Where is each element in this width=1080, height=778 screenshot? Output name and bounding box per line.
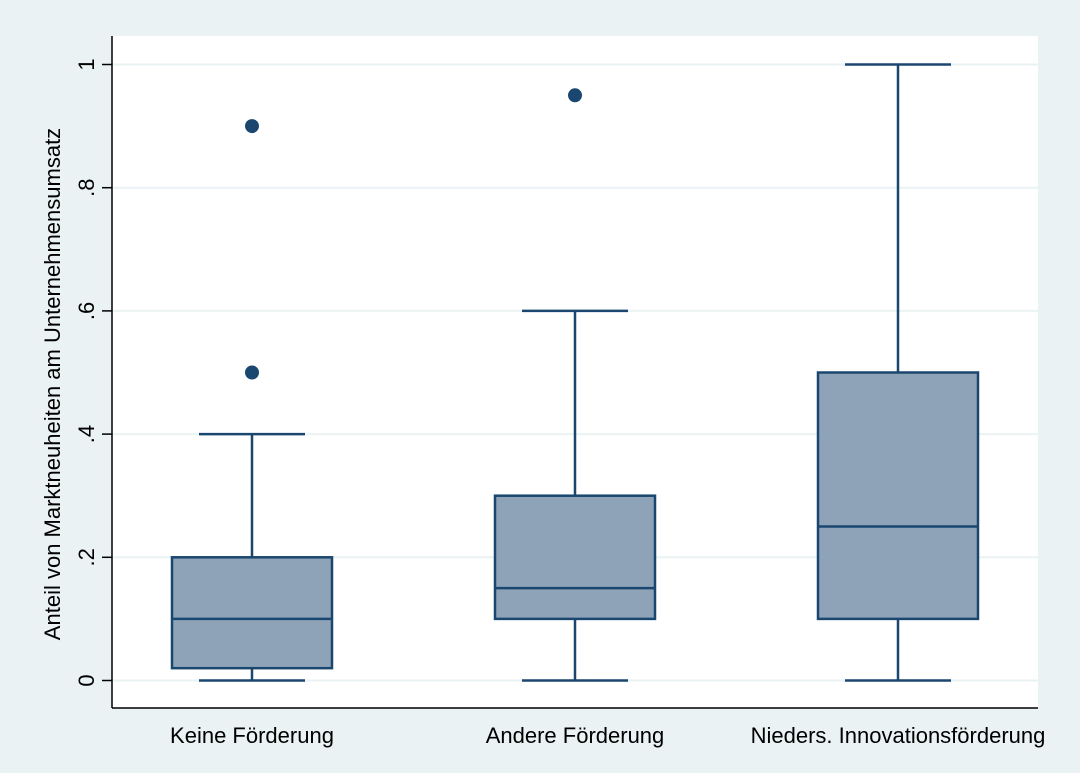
y-tick-label-3: .6 (74, 302, 99, 320)
x-category-label-2: Nieders. Innovationsförderung (751, 723, 1046, 748)
y-axis-label: Anteil von Marktneuheiten am Unternehmen… (40, 128, 65, 640)
y-tick-label-4: .8 (74, 179, 99, 197)
x-category-label-0: Keine Förderung (170, 723, 334, 748)
box-group-1 (493, 88, 657, 682)
y-tick-label-5: 1 (74, 58, 99, 70)
y-tick-label-2: .4 (74, 425, 99, 443)
iqr-box-1 (493, 494, 657, 621)
box-group-2 (816, 63, 980, 682)
y-tick-label-0: 0 (74, 674, 99, 686)
x-category-label-1: Andere Förderung (486, 723, 665, 748)
boxes (170, 63, 980, 682)
iqr-box-0 (170, 556, 334, 670)
axes: 0 .2 .4 .6 .8 1 Keine Förderung Andere Förderun… (74, 36, 1045, 748)
y-tick-label-1: .2 (74, 548, 99, 566)
outlier-point-0-1 (245, 119, 259, 134)
outlier-point-0-0 (245, 365, 259, 380)
outlier-point-1-0 (568, 88, 582, 103)
iqr-box-2 (816, 371, 980, 621)
box-group-0 (170, 119, 334, 682)
